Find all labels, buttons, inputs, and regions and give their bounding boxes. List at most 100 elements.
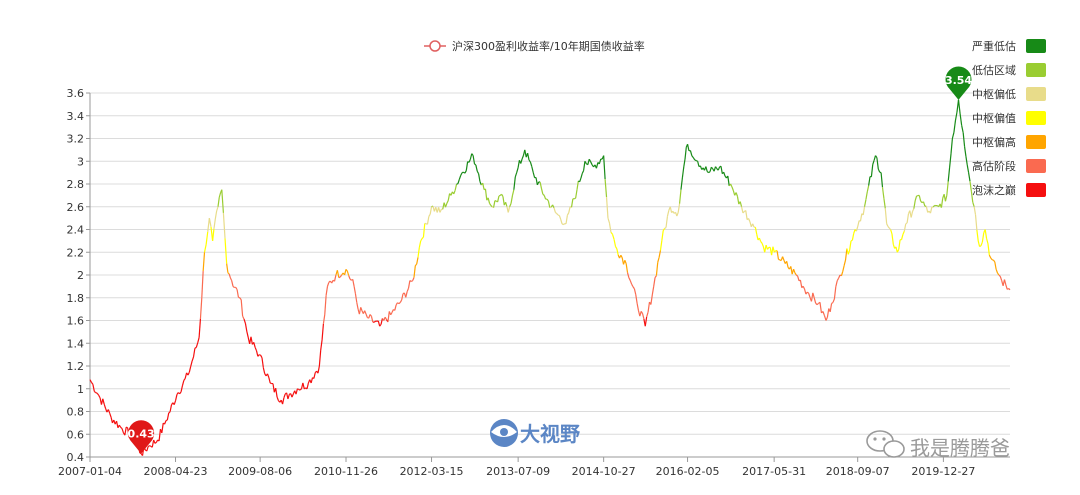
series-line-segment <box>761 242 764 247</box>
min-value-marker: 0.43 <box>128 420 155 454</box>
series-line-segment <box>222 212 226 239</box>
series-line-segment <box>447 193 451 201</box>
series-line-segment <box>501 193 504 197</box>
series-line-segment <box>655 262 659 276</box>
series-line-segment <box>961 125 964 133</box>
series-line-segment <box>887 226 890 229</box>
series-line-segment <box>110 417 114 424</box>
series-line-segment <box>653 277 656 287</box>
series-line-segment <box>166 412 170 421</box>
band-legend-item[interactable]: 泡沫之巅 <box>972 183 1046 197</box>
series-line-segment <box>566 212 570 216</box>
series-line-segment <box>873 155 877 161</box>
series-line-segment <box>275 388 278 398</box>
series-line-segment <box>98 394 101 399</box>
band-legend-swatch <box>1026 39 1046 53</box>
series-line-segment <box>708 171 711 174</box>
series-line-segment <box>691 155 694 158</box>
series-line-segment <box>686 144 690 151</box>
y-tick-label: 3.2 <box>67 133 85 146</box>
band-legend-item[interactable]: 中枢偏高 <box>972 135 1046 149</box>
series-line-segment <box>201 271 204 298</box>
band-legend-item[interactable]: 高估阶段 <box>972 159 1046 173</box>
band-legend-item[interactable]: 严重低估 <box>972 39 1046 53</box>
series-line-segment <box>998 274 1001 277</box>
series-line-segment <box>735 192 739 197</box>
series-line-segment <box>866 185 870 192</box>
series-line-segment <box>151 439 155 448</box>
series-line-segment <box>1006 287 1009 290</box>
series-line-segment <box>239 297 242 301</box>
series-line-segment <box>803 288 807 295</box>
series-line-segment <box>886 223 889 227</box>
series-line-segment <box>980 241 983 246</box>
series-line-segment <box>833 286 837 300</box>
series-line-segment <box>464 170 467 174</box>
series-line-segment <box>333 274 337 282</box>
series-line-segment <box>900 234 904 240</box>
series-line-segment <box>984 229 988 239</box>
series-line-segment <box>914 195 918 201</box>
series-line-segment <box>565 215 568 224</box>
series-line-segment <box>910 211 914 218</box>
series-line-segment <box>1003 279 1007 286</box>
series-line-segment <box>954 111 958 121</box>
series-line-segment <box>857 220 860 227</box>
series-line-segment <box>490 205 493 208</box>
series-legend[interactable]: 沪深300盈利收益率/10年期国债收益率 <box>424 39 645 53</box>
series-line-segment <box>507 206 511 213</box>
band-legend-item[interactable]: 中枢偏值 <box>972 111 1046 125</box>
x-tick-label: 2016-02-05 <box>656 465 720 478</box>
series-line-segment <box>380 318 384 325</box>
series-line-segment <box>306 382 309 390</box>
series-line-segment <box>509 203 512 207</box>
series-line-segment <box>444 203 448 208</box>
series-line-segment <box>754 227 758 235</box>
series-line-segment <box>532 172 536 178</box>
series-line-segment <box>692 157 696 161</box>
series-line-segment <box>574 197 576 200</box>
series-line-segment <box>527 153 530 161</box>
series-line-segment <box>272 383 275 393</box>
series-line-segment <box>999 276 1003 281</box>
series-line-segment <box>262 367 266 374</box>
y-tick-label: 1.8 <box>67 292 85 305</box>
series-line-segment <box>629 280 633 285</box>
y-tick-label: 2 <box>77 269 84 282</box>
series-line-segment <box>454 184 458 191</box>
x-tick-label: 2018-09-07 <box>826 465 890 478</box>
series-line-segment <box>720 166 723 174</box>
series-line-segment <box>635 294 638 304</box>
series-line-segment <box>457 179 460 184</box>
series-line-segment <box>855 226 859 232</box>
series-line-segment <box>412 277 415 281</box>
series-line-segment <box>950 138 953 155</box>
series-line-segment <box>345 268 348 272</box>
series-line-segment <box>364 310 367 315</box>
series-line-segment <box>298 388 301 391</box>
series-line-segment <box>994 261 997 270</box>
band-legend-item[interactable]: 中枢偏低 <box>972 87 1046 101</box>
series-line-segment <box>581 170 585 174</box>
series-line-segment <box>516 167 519 173</box>
band-legend-item[interactable]: 低估区域 <box>972 63 1046 77</box>
series-line-segment <box>739 201 743 207</box>
series-line-segment <box>736 196 740 205</box>
series-line-segment <box>584 160 587 165</box>
series-line-segment <box>90 381 94 385</box>
series-line-segment <box>626 272 630 278</box>
series-line-segment <box>513 176 516 190</box>
series-line-segment <box>216 206 219 212</box>
series-line-segment <box>291 393 294 398</box>
series-line-segment <box>92 384 95 392</box>
series-line-segment <box>107 409 111 414</box>
series-line-segment <box>546 198 549 202</box>
series-line-segment <box>990 257 993 261</box>
series-line-segment <box>487 197 491 204</box>
series-line-segment <box>876 157 879 170</box>
series-line-segment <box>865 191 868 200</box>
series-line-segment <box>339 274 343 278</box>
series-line-segment <box>705 166 708 172</box>
series-line-segment <box>146 446 149 452</box>
